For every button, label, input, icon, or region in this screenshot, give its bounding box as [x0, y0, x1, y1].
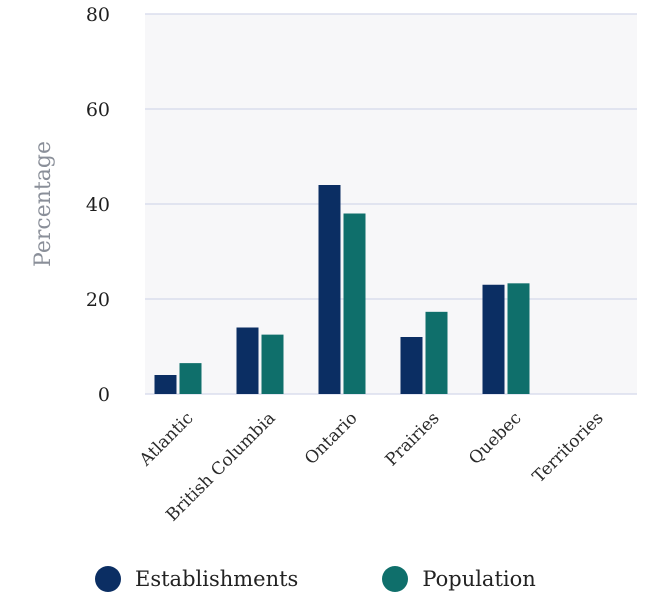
- y-tick-label: 60: [86, 99, 110, 121]
- legend-label-population: Population: [422, 567, 536, 591]
- legend-swatch-population: [382, 566, 409, 592]
- legend-item-population[interactable]: Population: [382, 566, 536, 592]
- bar-establishments-ontario[interactable]: [318, 185, 341, 394]
- bar-population-british-columbia[interactable]: [261, 334, 284, 394]
- x-tick-label: Quebec: [465, 408, 525, 468]
- y-axis-label: Percentage: [31, 141, 56, 267]
- bar-population-quebec[interactable]: [507, 283, 530, 394]
- legend-item-establishments[interactable]: Establishments: [95, 566, 298, 592]
- y-tick-label: 0: [98, 384, 110, 406]
- grid-lines: [145, 13, 637, 395]
- bar-establishments-quebec[interactable]: [482, 284, 505, 394]
- x-tick-label: Ontario: [301, 408, 362, 469]
- y-axis-ticks: 0 20 40 60 80: [86, 4, 110, 406]
- x-tick-label: Atlantic: [135, 408, 197, 470]
- y-tick-label: 40: [86, 194, 110, 216]
- y-tick-label: 80: [86, 4, 110, 26]
- bar-establishments-atlantic[interactable]: [154, 375, 177, 394]
- x-tick-label: Prairies: [382, 408, 444, 470]
- legend-label-establishments: Establishments: [135, 567, 299, 591]
- legend: Establishments Population: [95, 566, 620, 592]
- y-tick-label: 20: [86, 289, 110, 311]
- bar-population-ontario[interactable]: [343, 213, 366, 395]
- legend-swatch-establishments: [95, 566, 121, 592]
- bar-population-prairies[interactable]: [425, 311, 448, 394]
- x-tick-label: Territories: [529, 408, 608, 487]
- bar-establishments-prairies[interactable]: [400, 337, 423, 394]
- bar-population-atlantic[interactable]: [179, 363, 202, 394]
- bars: [154, 185, 530, 395]
- bar-establishments-british-columbia[interactable]: [236, 327, 259, 395]
